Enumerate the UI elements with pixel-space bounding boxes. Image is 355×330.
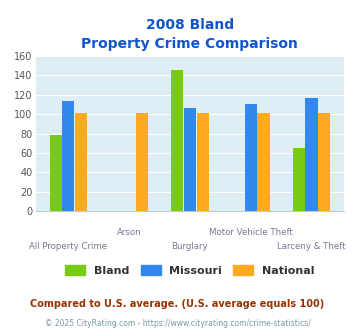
Bar (136, 113, 148, 211)
Bar (171, 70, 183, 211)
Bar (184, 109, 196, 211)
Bar (318, 113, 330, 211)
Bar (197, 113, 209, 211)
Bar (293, 148, 305, 211)
Text: Motor Vehicle Theft: Motor Vehicle Theft (209, 228, 293, 237)
Bar (75, 113, 87, 211)
Text: All Property Crime: All Property Crime (29, 242, 108, 251)
Bar (62, 101, 75, 211)
Text: Arson: Arson (117, 228, 141, 237)
Bar (257, 113, 269, 211)
Text: Burglary: Burglary (171, 242, 208, 251)
Bar (50, 135, 62, 211)
Text: Larceny & Theft: Larceny & Theft (277, 242, 346, 251)
Bar (305, 98, 318, 211)
Text: Compared to U.S. average. (U.S. average equals 100): Compared to U.S. average. (U.S. average … (31, 299, 324, 309)
Title: 2008 Bland
Property Crime Comparison: 2008 Bland Property Crime Comparison (82, 18, 298, 51)
Bar (245, 104, 257, 211)
Text: © 2025 CityRating.com - https://www.cityrating.com/crime-statistics/: © 2025 CityRating.com - https://www.city… (45, 319, 310, 328)
Legend: Bland, Missouri, National: Bland, Missouri, National (61, 260, 319, 280)
